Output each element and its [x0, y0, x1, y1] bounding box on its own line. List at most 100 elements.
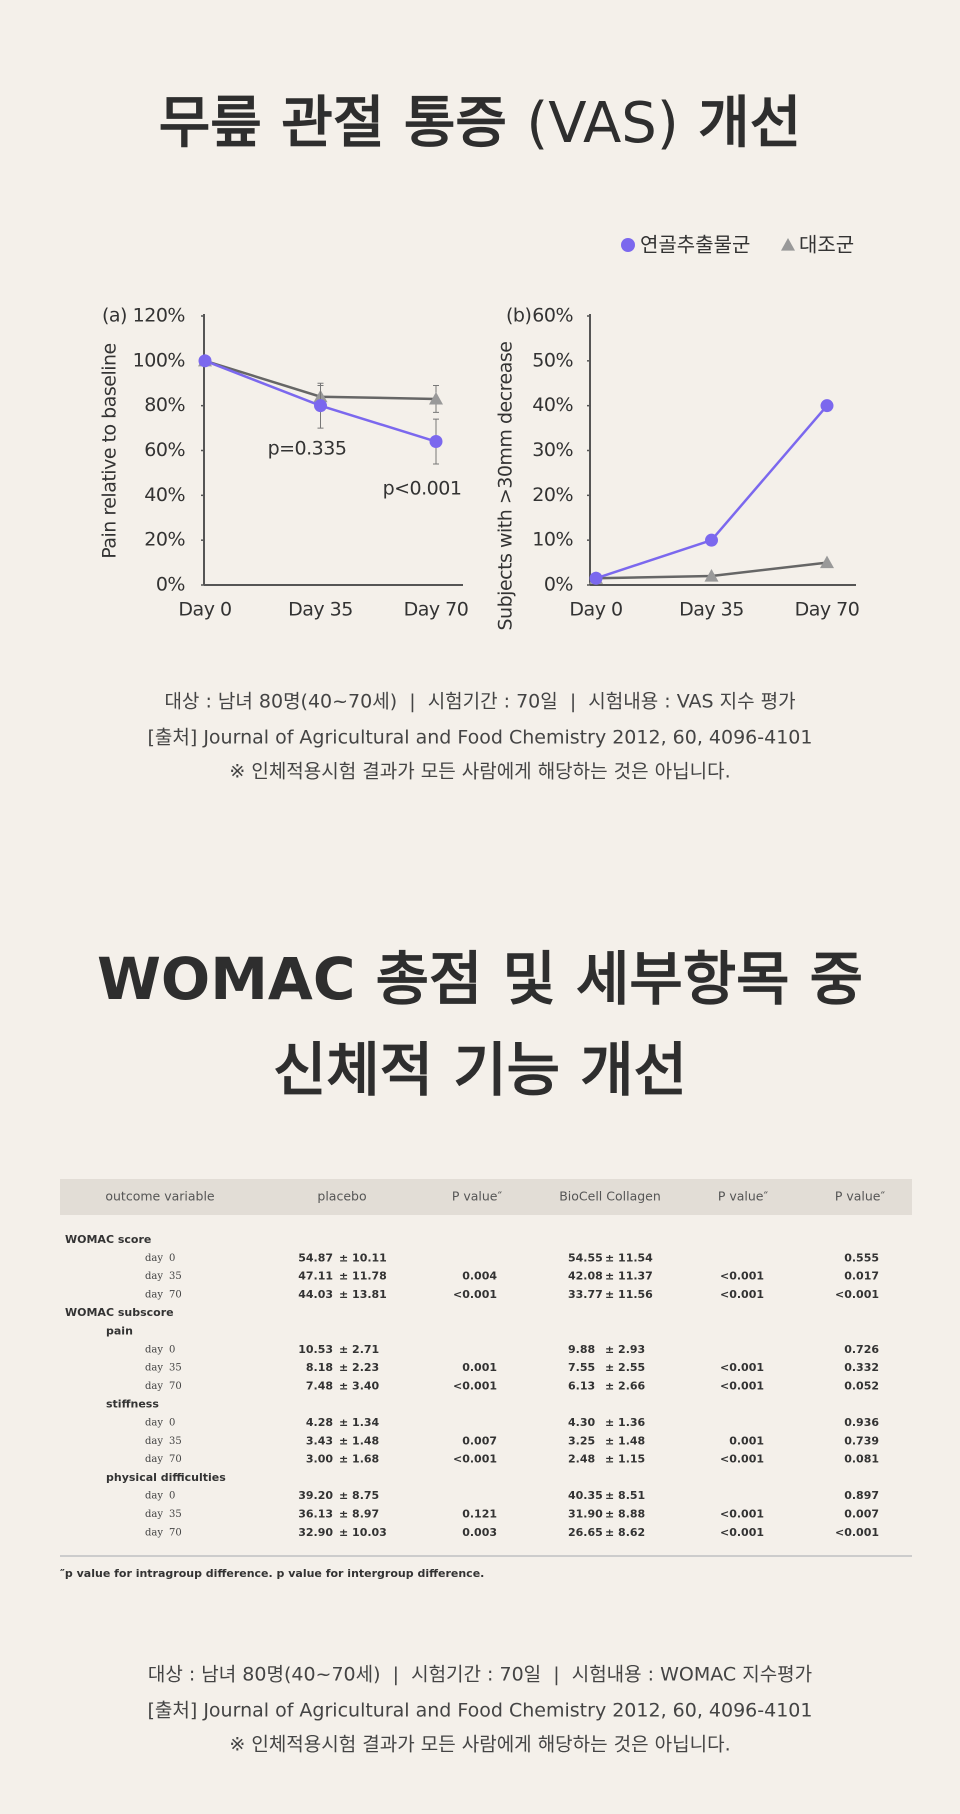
day-value: 0 — [169, 1418, 175, 1429]
caption: ※ 인체적용시험 결과가 모든 사람에게 해당하는 것은 아닙니다. — [229, 761, 730, 783]
cell: ± 11.78 — [339, 1270, 387, 1283]
y-tick-label: 100% — [133, 349, 185, 371]
cell: 0.004 — [462, 1270, 497, 1283]
day-label: day — [145, 1491, 163, 1502]
day-label: day — [145, 1271, 163, 1282]
cell: <0.001 — [453, 1379, 497, 1392]
cell: 0.739 — [844, 1434, 879, 1447]
group-title: WOMAC score — [65, 1233, 151, 1246]
cell: 0.052 — [844, 1379, 879, 1392]
x-tick-label: Day 70 — [795, 599, 860, 621]
cell: 4.28 — [306, 1416, 333, 1429]
day-value: 70 — [169, 1289, 182, 1300]
cell: 0.936 — [844, 1416, 879, 1429]
day-label: day — [145, 1253, 163, 1264]
cell: ± 2.55 — [605, 1361, 645, 1374]
cell: 7.48 — [306, 1379, 333, 1392]
day-value: 70 — [169, 1527, 182, 1538]
subgroup-title: pain — [106, 1325, 133, 1338]
cell: ± 8.97 — [339, 1508, 379, 1521]
day-label: day — [145, 1527, 163, 1538]
table-header: P value″ — [452, 1189, 503, 1204]
y-tick-label: 20% — [532, 484, 573, 506]
y-tick-label: 50% — [532, 349, 573, 371]
data-point — [314, 399, 327, 413]
legend-marker — [781, 238, 795, 251]
cell: 0.897 — [844, 1489, 879, 1502]
day-label: day — [145, 1436, 163, 1447]
cell: ± 8.88 — [605, 1508, 645, 1521]
legend-label: 연골추출물군 — [640, 233, 750, 257]
cell: 4.30 — [568, 1416, 595, 1429]
cell: 0.007 — [844, 1508, 879, 1521]
cell: ± 1.34 — [339, 1416, 380, 1429]
day-value: 35 — [169, 1436, 182, 1447]
cell: ± 10.03 — [339, 1526, 387, 1539]
cell: ± 1.36 — [605, 1416, 646, 1429]
cell: ± 8.51 — [605, 1489, 645, 1502]
data-point — [705, 533, 718, 547]
cell: ± 13.81 — [339, 1288, 387, 1301]
cell: ± 1.68 — [339, 1453, 379, 1466]
x-tick-label: Day 35 — [288, 599, 353, 621]
y-axis-label: Pain relative to baseline — [99, 343, 121, 559]
cell: ± 10.11 — [339, 1251, 387, 1264]
cell: 6.13 — [568, 1379, 595, 1392]
legend-label: 대조군 — [799, 233, 854, 257]
data-point — [429, 391, 443, 405]
y-axis-label: Subjects with >30mm decrease — [495, 342, 517, 631]
cell: <0.001 — [453, 1288, 497, 1301]
cell: 36.13 — [298, 1508, 333, 1521]
cell: 39.20 — [298, 1489, 333, 1502]
day-label: day — [145, 1363, 163, 1374]
cell: ± 11.54 — [605, 1251, 653, 1264]
cell: 0.726 — [844, 1343, 879, 1356]
caption: [출처] Journal of Agricultural and Food Ch… — [148, 1700, 813, 1722]
cell: 3.00 — [306, 1453, 333, 1466]
cell: <0.001 — [720, 1270, 764, 1283]
cell: ± 1.48 — [605, 1434, 645, 1447]
data-point — [589, 571, 603, 585]
cell: 26.65 — [568, 1526, 603, 1539]
day-value: 0 — [169, 1491, 175, 1502]
cell: ± 2.71 — [339, 1343, 379, 1356]
y-tick-label: 10% — [532, 529, 573, 551]
cell: <0.001 — [720, 1508, 764, 1521]
legend-marker — [621, 238, 635, 252]
y-tick-label: 120% — [133, 305, 185, 327]
cell: 54.87 — [298, 1251, 333, 1264]
cell: ± 2.66 — [605, 1379, 646, 1392]
cell: 10.53 — [298, 1343, 333, 1356]
y-tick-label: 20% — [144, 529, 185, 551]
cell: 0.001 — [462, 1361, 497, 1374]
group-title: WOMAC subscore — [65, 1306, 174, 1319]
day-label: day — [145, 1454, 163, 1465]
heading: 무릎 관절 통증 (VAS) 개선 — [159, 91, 801, 156]
cell: ± 8.75 — [339, 1489, 379, 1502]
day-label: day — [145, 1418, 163, 1429]
cell: 9.88 — [568, 1343, 595, 1356]
cell: 33.77 — [568, 1288, 603, 1301]
cell: 40.35 — [568, 1489, 603, 1502]
cell: 0.003 — [462, 1526, 497, 1539]
day-label: day — [145, 1509, 163, 1520]
caption: ※ 인체적용시험 결과가 모든 사람에게 해당하는 것은 아닙니다. — [229, 1734, 730, 1756]
table-header-band — [60, 1179, 912, 1215]
cell: <0.001 — [720, 1379, 764, 1392]
cell: 3.25 — [568, 1434, 595, 1447]
y-tick-label: 60% — [532, 305, 573, 327]
cell: 0.081 — [844, 1453, 879, 1466]
day-label: day — [145, 1381, 163, 1392]
cell: ± 8.62 — [605, 1526, 645, 1539]
cell: <0.001 — [720, 1361, 764, 1374]
cell: <0.001 — [835, 1526, 879, 1539]
day-value: 0 — [169, 1253, 175, 1264]
cell: 7.55 — [568, 1361, 595, 1374]
cell: 8.18 — [306, 1361, 333, 1374]
x-tick-label: Day 35 — [679, 599, 744, 621]
x-tick-label: Day 0 — [569, 599, 622, 621]
data-point — [198, 354, 212, 368]
table-footnote: ″p value for intragroup difference. p va… — [60, 1567, 484, 1580]
heading-part: 개선 — [698, 91, 801, 156]
